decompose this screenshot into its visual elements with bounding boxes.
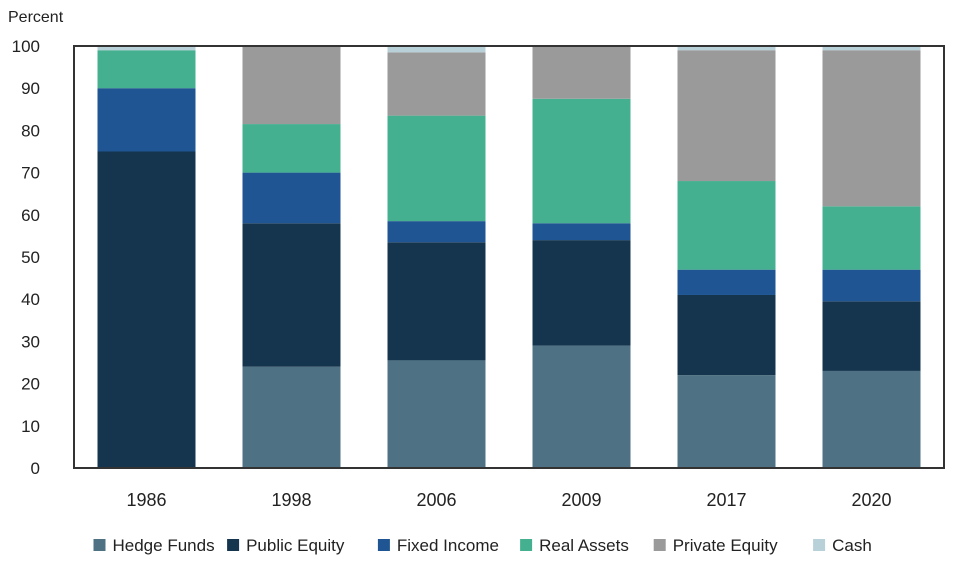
bar-segment [387,360,486,468]
legend-swatch [520,539,533,551]
legend-swatch [653,539,666,551]
legend-swatch [813,539,826,551]
y-tick-label: 20 [21,375,40,394]
y-tick-label: 100 [12,37,40,56]
bar-segment [242,124,341,173]
y-tick-label: 80 [21,121,40,140]
bar-segment [532,46,631,99]
bar-segment [387,242,486,361]
bar-segment [677,269,776,295]
y-tick-label: 0 [31,459,40,478]
plot-frame [73,45,945,469]
bar-segment [677,50,776,182]
bar-segment [242,223,341,367]
bar-segment [677,375,776,468]
bar-segment [677,46,776,51]
legend-swatch [377,539,390,551]
legend: Hedge Funds Public Equity Fixed Income Real… [93,536,872,555]
x-tick-label: 1986 [126,490,166,510]
y-tick-label: 10 [21,417,40,436]
bar-segment [97,88,196,152]
x-tick-label: 2017 [706,490,746,510]
x-tick-label: 1998 [271,490,311,510]
bar-segment [677,294,776,376]
legend-label: Fixed Income [397,536,499,555]
bar-segment [242,46,341,125]
legend-label: Public Equity [246,536,345,555]
y-tick-label: 60 [21,206,40,225]
bar-segment [677,181,776,270]
bar-segment [97,151,196,468]
y-tick-label: 30 [21,332,40,351]
y-tick-labels: 0 10 20 30 40 50 60 70 80 90 100 [12,37,40,478]
bar-segment [532,345,631,468]
bar-segment [97,46,196,51]
legend-label: Private Equity [673,536,778,555]
y-axis-label: Percent [8,9,64,26]
bar-segment [822,46,921,51]
y-tick-label: 50 [21,248,40,267]
bar-segment [387,46,486,53]
legend-label: Hedge Funds [113,536,215,555]
y-tick-label: 90 [21,79,40,98]
legend-swatch [227,539,240,551]
bar-segment [387,52,486,116]
legend-label: Cash [832,536,872,555]
bars [97,46,921,468]
legend-swatch [93,539,106,551]
legend-item: Cash [813,536,872,555]
bar-segment [822,301,921,371]
x-tick-labels: 1986 1998 2006 2009 2017 2020 [126,490,891,510]
bar-segment [822,206,921,270]
bar-segment [387,221,486,243]
y-tick-label: 40 [21,290,40,309]
bar-segment [242,172,341,224]
legend-item: Real Assets [520,536,629,555]
bar-segment [822,269,921,302]
legend-item: Public Equity [227,536,345,555]
x-tick-label: 2009 [561,490,601,510]
legend-item: Private Equity [653,536,778,555]
y-tick-label: 70 [21,164,40,183]
bar-segment [532,240,631,346]
x-tick-label: 2006 [416,490,456,510]
legend-item: Fixed Income [377,536,499,555]
bar-segment [822,370,921,468]
legend-label: Real Assets [539,536,629,555]
bar-segment [822,50,921,207]
x-tick-label: 2020 [851,490,891,510]
bar-segment [387,115,486,222]
bar-segment [532,223,631,241]
legend-item: Hedge Funds [93,536,215,555]
bar-segment [242,366,341,468]
bar-segment [532,98,631,224]
bar-segment [97,50,196,89]
